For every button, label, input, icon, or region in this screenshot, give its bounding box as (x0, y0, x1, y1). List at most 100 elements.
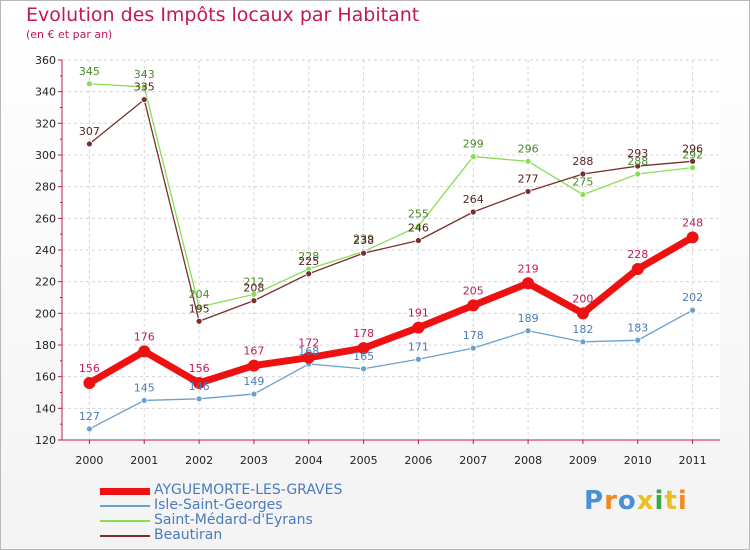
data-point (415, 222, 422, 230)
y-tick-label: 160 (35, 371, 56, 384)
data-point (579, 191, 587, 198)
data-label: 246 (408, 222, 429, 235)
data-label: 255 (408, 207, 429, 220)
chart-title: Evolution des Impôts locaux par Habitant (26, 4, 420, 26)
data-point (469, 344, 477, 352)
x-tick-label: 2001 (130, 454, 158, 467)
series-line-2 (88, 83, 694, 308)
data-label: 165 (353, 350, 374, 363)
data-point (415, 237, 422, 244)
data-label: 296 (682, 142, 703, 155)
y-tick-label: 300 (35, 149, 56, 162)
data-point (469, 208, 477, 216)
data-label: 182 (572, 323, 593, 336)
x-tick-label: 2007 (459, 454, 487, 467)
data-label: 208 (243, 282, 264, 295)
data-point (634, 162, 642, 170)
data-labels: 156 176 156 167 172 178 191 205 219 200 228 248 127 1… (79, 65, 703, 423)
data-label: 191 (408, 307, 429, 320)
data-label: 146 (189, 380, 210, 393)
data-point (689, 306, 696, 314)
data-label: 239 (353, 233, 374, 246)
data-label: 288 (627, 155, 648, 168)
logo-letter: i (677, 486, 688, 516)
x-tick-label: 2011 (679, 454, 707, 467)
data-label: 145 (134, 381, 155, 394)
logo-letter: x (636, 486, 655, 516)
data-label: 204 (189, 288, 210, 301)
axes: 120 140 160 180 200 220 240 260 280 300 320 340 360 2… (35, 54, 720, 467)
data-point (524, 327, 532, 335)
data-point (524, 157, 532, 165)
data-label: 219 (518, 262, 539, 275)
data-point (634, 170, 642, 178)
data-point (689, 164, 696, 172)
data-label: 127 (79, 410, 100, 423)
data-label: 335 (134, 81, 155, 94)
y-tick-label: 240 (35, 244, 56, 257)
logo-letter: P (584, 486, 605, 516)
data-label: 202 (682, 291, 703, 304)
data-label: 205 (463, 284, 484, 297)
logo-letter: t (664, 486, 678, 516)
logo-letter: r (604, 486, 618, 516)
data-point (522, 277, 535, 290)
legend-swatch (100, 520, 150, 522)
data-point (576, 307, 589, 320)
x-tick-label: 2010 (624, 454, 652, 467)
data-point (195, 317, 203, 325)
data-point (193, 377, 206, 389)
data-label: 149 (243, 375, 264, 388)
x-tick-label: 2005 (350, 454, 378, 467)
data-point (689, 157, 696, 165)
data-point (357, 342, 370, 355)
logo-letter: o (617, 486, 637, 516)
data-label: 176 (134, 330, 155, 343)
data-label: 178 (463, 329, 484, 342)
data-point (86, 80, 93, 88)
x-tick-label: 2004 (295, 454, 323, 467)
data-label: 212 (243, 275, 264, 288)
data-label: 296 (518, 142, 539, 155)
data-point (195, 395, 203, 403)
data-label: 275 (572, 176, 593, 189)
y-tick-label: 320 (35, 117, 56, 130)
data-label: 228 (298, 250, 319, 263)
data-point (250, 297, 258, 305)
y-tick-label: 340 (35, 86, 56, 99)
data-point (305, 270, 313, 278)
y-tick-label: 120 (35, 434, 56, 447)
data-label: 345 (79, 65, 100, 78)
data-label: 172 (298, 337, 319, 350)
series-line-3 (88, 98, 694, 322)
y-tick-label: 360 (35, 54, 56, 67)
legend-label: AYGUEMORTE-LES-GRAVES (154, 482, 343, 498)
data-label: 156 (79, 362, 100, 375)
legend-label: Beautiran (154, 527, 223, 543)
data-label: 225 (298, 255, 319, 268)
y-tick-label: 140 (35, 402, 56, 415)
data-point (360, 249, 367, 257)
y-tick-label: 260 (35, 212, 56, 225)
data-label: 183 (627, 321, 648, 334)
data-point (412, 321, 425, 334)
data-label: 293 (627, 147, 648, 160)
data-point (579, 338, 587, 346)
data-label: 248 (682, 216, 703, 229)
x-tick-label: 2002 (185, 454, 213, 467)
data-label: 195 (189, 302, 210, 315)
data-point (415, 355, 422, 363)
data-label: 168 (298, 345, 319, 358)
data-label: 307 (79, 125, 100, 138)
logo-letter: i (654, 486, 665, 516)
data-point (138, 345, 151, 358)
proxiti-logo: Proxiti (584, 486, 688, 516)
data-point (83, 377, 96, 389)
chart-subtitle: (en € et par an) (26, 28, 113, 41)
data-point (634, 336, 642, 344)
legend-swatch (100, 505, 150, 507)
grid-lines (62, 59, 720, 441)
x-tick-label: 2009 (569, 454, 597, 467)
data-label: 277 (518, 172, 539, 185)
